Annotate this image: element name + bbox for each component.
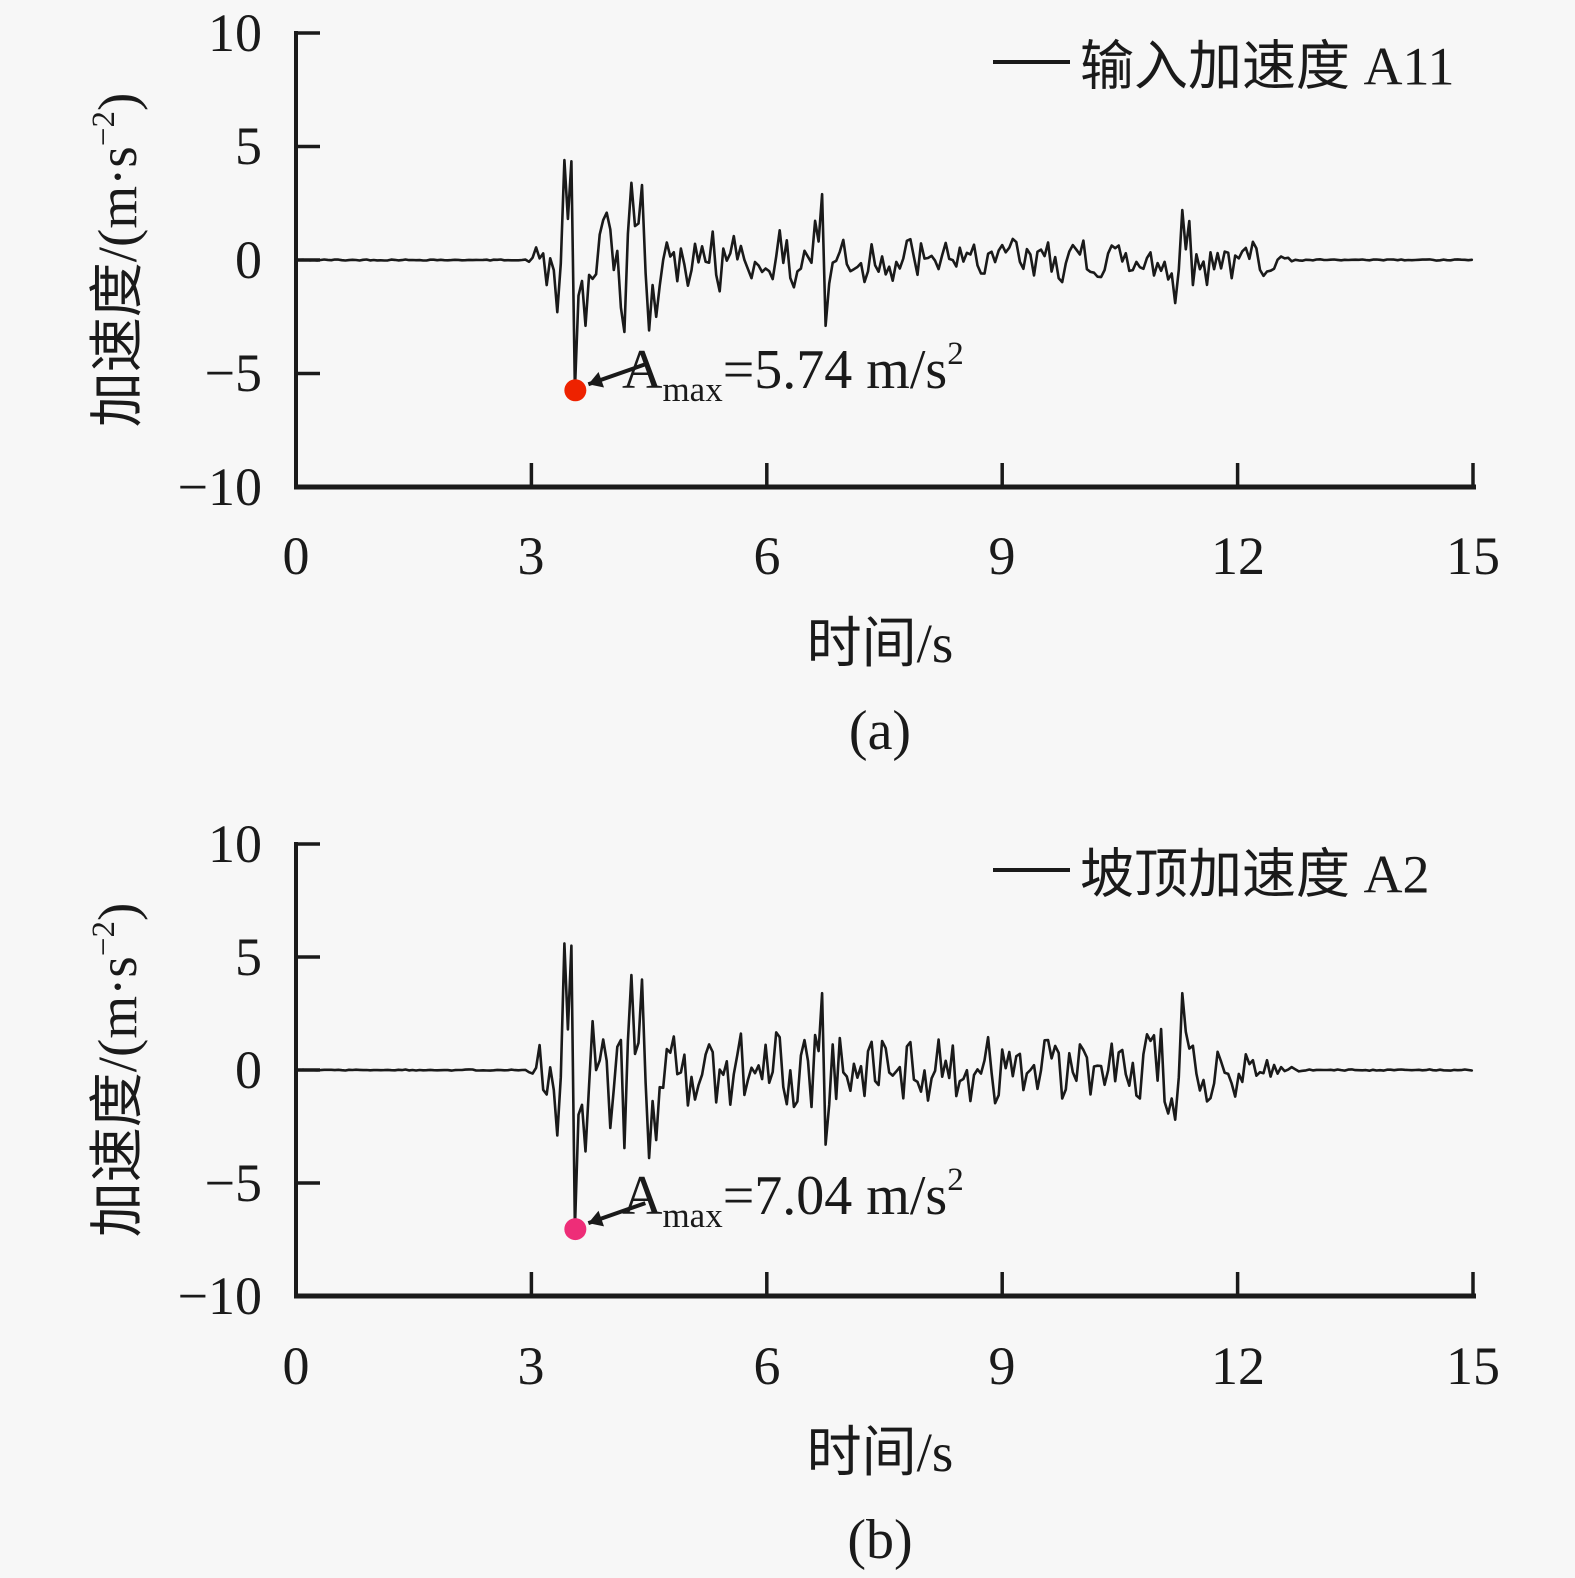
y-tick-label: 5: [235, 927, 262, 987]
x-tick-label: 9: [988, 1336, 1016, 1396]
peak-annotation-b: Amax=7.04 m/s2: [622, 1162, 964, 1236]
y-axis-label-text: ): [87, 92, 148, 112]
peak-marker-dot: [564, 379, 587, 402]
annotation-value: =7.04 m/s: [722, 1165, 948, 1227]
y-tick-label: −5: [204, 1153, 262, 1213]
legend-label-b: 坡顶加速度 A2: [1080, 844, 1430, 905]
x-axis-label-b: 时间/s: [806, 1422, 954, 1483]
annotation-superscript: 2: [947, 336, 964, 372]
x-tick-label: 6: [753, 526, 781, 586]
x-tick-label: 15: [1446, 1336, 1500, 1396]
x-tick-label: 0: [282, 1336, 310, 1396]
y-axis-label-superscript: −2: [86, 111, 122, 147]
annotation-symbol: A: [622, 1165, 663, 1227]
subfigure-label-b: (b): [847, 1509, 913, 1571]
x-tick-label: 6: [753, 1336, 781, 1396]
annotation-arrowhead: [588, 371, 605, 388]
y-tick-label: −5: [204, 343, 262, 403]
y-tick-label: 0: [235, 230, 262, 290]
annotation-superscript: 2: [947, 1162, 964, 1198]
y-tick-label: −10: [177, 1266, 262, 1326]
annotation-symbol: A: [622, 339, 663, 401]
subfigure-label-a: (a): [848, 700, 912, 762]
peak-annotation-a: Amax=5.74 m/s2: [622, 336, 964, 410]
waveform-series: [294, 942, 1474, 1231]
y-axis-label-text: ): [87, 902, 148, 922]
waveform-series: [294, 158, 1474, 392]
y-tick-label: 10: [208, 814, 262, 874]
x-tick-label: 3: [517, 1336, 545, 1396]
y-tick-label: 10: [208, 3, 262, 63]
annotation-arrowhead: [588, 1210, 605, 1227]
y-tick-label: −10: [177, 457, 262, 517]
x-axis-label-a: 时间/s: [806, 613, 954, 674]
x-tick-label: 12: [1211, 526, 1265, 586]
peak-marker-dot: [564, 1218, 587, 1241]
y-tick-label: 0: [235, 1040, 262, 1100]
x-tick-label: 12: [1211, 1336, 1265, 1396]
annotation-subscript: max: [662, 1196, 723, 1235]
x-tick-label: 3: [517, 526, 545, 586]
annotation-subscript: max: [662, 370, 723, 409]
annotation-value: =5.74 m/s: [722, 339, 948, 401]
x-tick-label: 9: [988, 526, 1016, 586]
legend-label-a: 输入加速度 A11: [1080, 36, 1455, 97]
y-axis-label-superscript: −2: [86, 921, 122, 957]
x-tick-label: 15: [1446, 526, 1500, 586]
x-tick-label: 0: [282, 526, 310, 586]
y-tick-label: 5: [235, 116, 262, 176]
